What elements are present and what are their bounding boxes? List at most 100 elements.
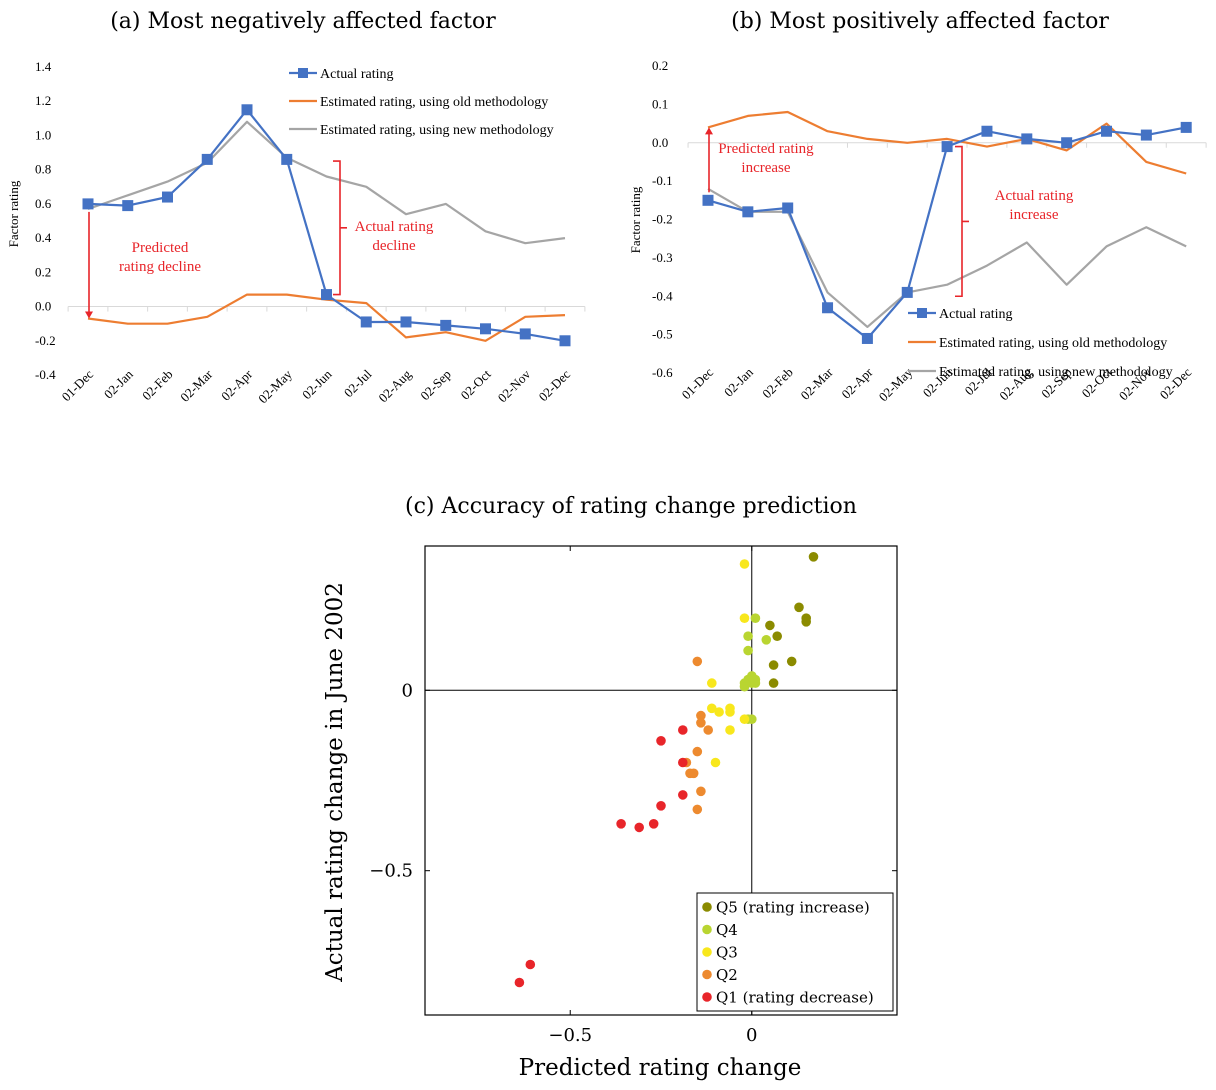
panel-a-y-tick-label: 0.2 [35,264,51,279]
panel-b-y-tick-label: -0.3 [652,250,673,265]
panel-b-actual-annotation-text: increase [1009,207,1058,223]
panel-b-actual-point [861,332,873,344]
panel-c-scatter-point-q4 [743,631,753,641]
panel-a-series-line-new-methodology [87,120,566,245]
panel-c-scatter-point-q5 [765,620,775,631]
panel-a-x-tick-label: 02-Sep [417,367,454,404]
panel-c-title: (c) Accuracy of rating change prediction [405,494,857,519]
panel-b-predicted-arrowhead [705,127,713,135]
panel-c-scatter-point-q1 [634,822,644,833]
panel-c-scatter-point-q3 [725,707,735,717]
panel-c-scatter-point-q2 [692,746,703,757]
panel-a-actual-point [360,316,372,328]
panel-c-legend-label: Q5 (rating increase) [716,899,870,917]
panel-a-x-tick-label: 02-Aug [375,366,414,405]
panel-c-scatter-point-q1 [678,757,688,768]
panel-c-plot-frame [424,545,898,1016]
panel-a-actual-point [321,289,332,301]
panel-b-y-tick-label: -0.5 [652,327,673,342]
panel-a-chart: (a) Most negatively affected factor Fact… [6,9,586,406]
panel-b-actual-point [981,125,993,137]
panel-a-actual-point [162,191,173,203]
panel-b-actual-annotation-text: Actual rating [995,188,1074,204]
panel-a-legend-label: Estimated rating, using new methodology [320,123,554,138]
panel-c-scatter-point-q2 [703,725,713,735]
panel-a-predicted-arrowhead [85,311,93,319]
panel-b-y-tick-label: -0.6 [652,365,673,380]
panel-a-predicted-annotation-text: rating decline [119,259,201,275]
panel-a-x-tick-label: 02-Oct [457,366,493,402]
panel-c-scatter-point-q2 [688,768,699,779]
panel-c-scatter-point-q5 [772,631,782,641]
panel-a-predicted-annotation-text: Predicted [132,240,189,256]
panel-a-y-tick-label: 1.2 [35,93,51,108]
panel-c-x-axis-label: Predicted rating change [519,1055,802,1081]
panel-b-title: (b) Most positively affected factor [731,9,1109,34]
panel-a-actual-point [281,153,293,165]
panel-c-legend-label: Q3 [716,944,738,962]
panel-c-scatter-point-q3 [707,678,717,688]
panel-a-x-tick-label: 02-Jun [299,366,335,402]
panel-a-actual-annotation-text: Actual rating [355,219,434,235]
panel-a-x-tick-label: 02-Jul [341,366,375,400]
panel-a-actual-point [201,153,213,165]
panel-a-series-line-old-methodology [87,293,566,342]
panel-a-x-tick-label: 02-Nov [495,366,534,405]
panel-b-y-tick-label: 0.1 [652,96,668,111]
panel-b-actual-point [1021,133,1033,145]
panel-b-y-axis-label: Factor rating [628,186,643,253]
panel-b-y-tick-label: -0.4 [652,288,673,303]
panel-c-scatter-point-q1 [678,790,688,800]
panel-c-x-tick-label: 0 [746,1025,757,1046]
panel-a-actual-point [122,200,134,212]
panel-a-actual-point [440,319,452,331]
panel-c-scatter-point-q1 [616,819,626,829]
panel-b-actual-point [901,286,913,298]
panel-a-actual-point [519,328,531,340]
panel-c-legend-marker [702,969,712,980]
panel-a-y-tick-label: 0.0 [35,299,51,314]
panel-b-x-tick-label: 02-Apr [838,364,876,402]
panel-c-y-tick-label: 0 [402,680,413,701]
panel-c-scatter-point-q2 [692,804,703,815]
panel-b-actual-point [1101,125,1112,137]
panel-b-actual-point [702,194,714,206]
panel-c-scatter-point-q3 [739,559,750,569]
panel-b-actual-point [1140,129,1152,141]
panel-a-x-tick-label: 02-May [255,366,295,406]
panel-b-actual-point [782,202,794,214]
panel-b-legend-label: Estimated rating, using new methodology [939,365,1173,380]
panel-c-legend-marker [702,992,712,1002]
panel-b-y-tick-label: 0.2 [652,58,668,73]
panel-b-actual-point [1061,137,1073,149]
panel-b-chart: (b) Most positively affected factor Fact… [628,9,1207,404]
panel-a-y-axis-label: Factor rating [6,180,21,247]
panel-a-legend-label: Estimated rating, using old methodology [320,95,548,110]
panel-c-scatter-point-q2 [692,656,703,667]
panel-a-x-tick-label: 02-Mar [177,366,216,405]
panel-b-x-tick-label: 02-Feb [759,365,796,402]
panel-a-x-tick-label: 02-Apr [218,366,256,404]
panel-a-y-tick-label: -0.4 [35,367,56,382]
panel-a-legend-label: Actual rating [320,67,393,82]
panel-b-x-tick-label: 01-Dec [678,364,716,402]
panel-c-scatter-point-q2 [696,786,706,797]
panel-c-y-axis-label: Actual rating change in June 2002 [322,582,348,983]
panel-b-x-tick-label: 02-Mar [797,364,836,403]
panel-c-y-tick-label: −0.5 [369,861,413,882]
panel-a-x-tick-label: 02-Jan [101,366,136,401]
panel-c-scatter-point-q4 [750,613,761,623]
panel-b-predicted-annotation-text: increase [741,160,790,176]
panel-c-scatter-point-q1 [678,725,688,735]
panel-b-y-tick-label: -0.1 [652,173,673,188]
panel-b-legend-label: Estimated rating, using old methodology [939,336,1167,351]
panel-c-scatter-point-q4 [743,645,753,656]
panel-c-legend-box [696,892,894,1012]
panel-a-legend-marker [298,68,308,78]
panel-b-legend-marker [917,308,927,318]
panel-a-x-tick-label: 02-Dec [535,366,573,404]
panel-a-y-tick-label: 0.8 [35,162,51,177]
panel-b-actual-point [1180,121,1192,133]
panel-a-y-tick-label: 1.4 [35,59,52,74]
